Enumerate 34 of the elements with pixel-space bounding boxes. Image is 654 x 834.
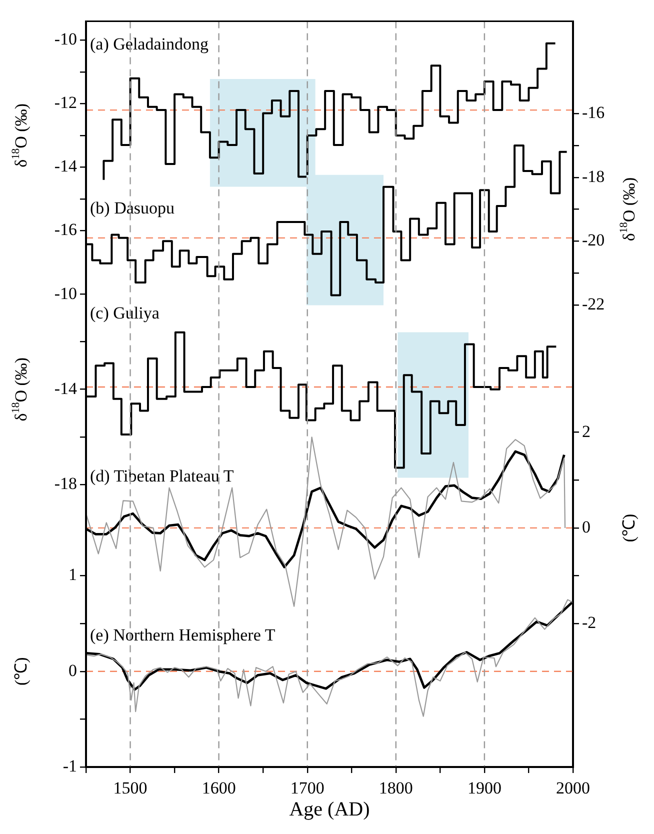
y-tick-label: -14 <box>54 378 78 398</box>
x-tick-label: 2000 <box>556 778 590 798</box>
y-axis-title: δ18O (‰) <box>10 357 30 422</box>
y-tick-label: -14 <box>54 156 78 176</box>
x-axis-title: Age (AD) <box>289 798 370 820</box>
text: (d) Tibetan Plateau T <box>90 466 234 486</box>
y2-tick-label: -18 <box>582 166 605 186</box>
y-axis-title: (℃) <box>11 657 30 686</box>
x-tick-label: 1600 <box>202 778 236 798</box>
x-tick-label: 1900 <box>467 778 502 798</box>
y2-tick-label: -22 <box>582 294 605 314</box>
y-tick-label: 0 <box>68 660 77 680</box>
y2-axis-title: δ18O (‰) <box>618 177 638 242</box>
y-tick-label: -10 <box>54 30 77 49</box>
text: (c) Guliya <box>90 303 160 322</box>
text: (e) Northern Hemisphere T <box>90 625 276 644</box>
y-tick-label: -1 <box>62 756 77 776</box>
y-tick-label: 1 <box>68 565 77 584</box>
y2-tick-label: -16 <box>582 103 605 122</box>
y-tick-label: -16 <box>54 220 77 240</box>
x-tick-label: 1700 <box>290 778 324 798</box>
x-tick-label: 1800 <box>378 778 413 798</box>
x-tick-label: 1500 <box>113 778 148 798</box>
y-axis-title: δ18O (‰) <box>10 104 30 168</box>
y-tick-label: -18 <box>54 474 77 493</box>
text: (a) Geladaindong <box>90 34 209 54</box>
y-tick-label: -12 <box>54 93 77 112</box>
y2-tick-label: 0 <box>582 517 590 536</box>
y2-tick-label: -2 <box>582 613 596 632</box>
text: (b) Dasuopu <box>90 198 176 218</box>
y-tick-label: -10 <box>54 284 77 303</box>
y2-tick-label: -20 <box>582 230 605 250</box>
y2-axis-title: (℃) <box>619 514 638 542</box>
y2-tick-label: 2 <box>582 422 590 441</box>
